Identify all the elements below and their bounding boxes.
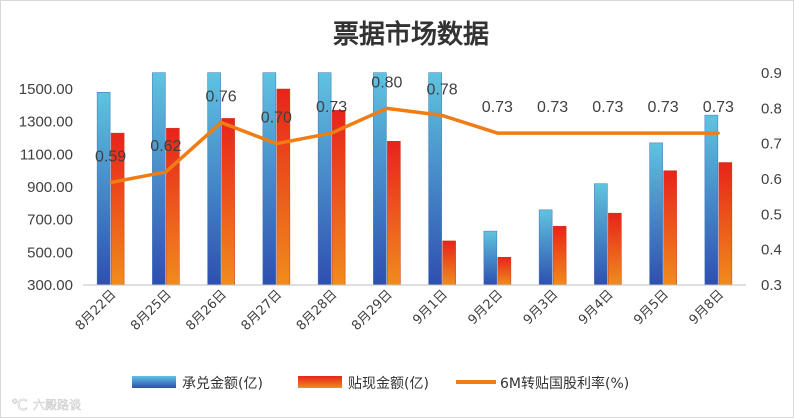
rate-point [164, 170, 168, 174]
legend-label-rate: 6M转贴国股利率(%) [500, 375, 629, 392]
x-tick-label: 8月22日 [73, 287, 120, 334]
rate-point [274, 142, 278, 146]
left-tick-label: 1100.00 [20, 146, 73, 163]
right-axis: 0.9 0.8 0.7 0.6 0.5 0.4 0.3 [761, 65, 782, 294]
rate-point [661, 131, 665, 135]
left-tick-label: 900.00 [27, 179, 73, 196]
x-tick-label: 8月26日 [183, 287, 230, 334]
left-tick-label: 300.00 [27, 277, 73, 294]
right-tick-label: 0.5 [761, 206, 782, 223]
right-tick-label: 0.9 [761, 65, 782, 82]
bar-accept [373, 72, 387, 286]
rate-point [440, 113, 444, 117]
bar-accept [538, 209, 553, 286]
watermark-text: 六殿路谈 [33, 397, 81, 412]
legend-swatch-accept [132, 376, 176, 388]
rate-data-label: 0.80 [371, 74, 402, 91]
rate-data-label: 0.73 [316, 99, 347, 116]
legend-label-accept: 承兑金额(亿) [182, 376, 263, 392]
bar-accept [262, 72, 277, 286]
rate-data-label: 0.73 [482, 99, 513, 116]
bar-series [96, 72, 733, 286]
left-tick-label: 500.00 [27, 244, 73, 261]
x-tick-label: 8月29日 [349, 287, 396, 334]
rate-point [551, 131, 555, 135]
rate-point [219, 120, 223, 124]
x-axis-ticks: 8月22日 8月25日 8月26日 8月27日 8月28日 8月29日 9月1日 9月2日 9月… [73, 287, 727, 334]
x-tick-label: 9月8日 [687, 287, 728, 328]
rate-data-label: 0.62 [150, 138, 181, 155]
bar-discount [663, 170, 677, 286]
bar-accept [428, 72, 442, 286]
rate-data-label: 0.73 [592, 99, 623, 116]
watermark: ℃ 六殿路谈 [11, 396, 82, 415]
left-axis: 1500.00 1300.00 1100.00 900.00 700.00 500.00 3… [19, 81, 73, 294]
left-tick-label: 1500.00 [19, 81, 73, 98]
x-tick-label: 9月4日 [576, 287, 617, 328]
right-tick-label: 0.6 [761, 171, 782, 188]
x-tick-label: 9月1日 [410, 287, 451, 328]
rate-line-series: 0.59 0.62 0.76 0.70 0.73 0.80 0.78 0.73 0.73 0.73… [95, 74, 734, 185]
x-tick-label: 9月2日 [466, 287, 507, 328]
rate-point [495, 131, 499, 135]
bar-accept [96, 92, 111, 286]
bar-discount [552, 225, 567, 286]
x-tick-label: 9月5日 [631, 287, 672, 328]
x-tick-label: 8月27日 [239, 287, 286, 334]
right-tick-label: 0.3 [761, 277, 782, 294]
rate-data-label: 0.70 [261, 110, 292, 127]
bar-accept [649, 142, 663, 286]
rate-data-label: 0.73 [537, 99, 568, 116]
bar-accept [483, 230, 498, 286]
x-tick-label: 9月3日 [521, 287, 562, 328]
watermark-logo-icon: ℃ [11, 396, 28, 414]
rate-point [109, 181, 113, 185]
left-tick-label: 1300.00 [19, 114, 73, 131]
legend: 承兑金额(亿) 贴现金额(亿) 6M转贴国股利率(%) [132, 375, 629, 392]
legend-label-discount: 贴现金额(亿) [348, 376, 429, 392]
legend-swatch-discount [298, 376, 342, 388]
rate-data-label: 0.59 [95, 149, 126, 166]
rate-point [330, 131, 334, 135]
bar-discount [497, 256, 512, 286]
bar-discount [608, 212, 622, 286]
rate-data-label: 0.73 [703, 99, 734, 116]
bar-accept [152, 72, 166, 286]
chart-title: 票据市场数据 [333, 19, 489, 50]
bar-discount [331, 109, 346, 286]
bar-accept [704, 114, 719, 286]
bar-accept [594, 183, 608, 286]
left-tick-label: 700.00 [27, 212, 73, 229]
right-tick-label: 0.7 [761, 136, 782, 153]
bar-discount [718, 162, 733, 286]
right-tick-label: 0.8 [761, 100, 782, 117]
rate-line [110, 106, 719, 185]
bar-discount [387, 141, 401, 286]
bar-discount [442, 240, 456, 286]
rate-point [606, 131, 610, 135]
rate-data-label: 0.78 [427, 81, 458, 98]
right-tick-label: 0.4 [761, 242, 782, 259]
rate-data-label: 0.76 [206, 88, 237, 105]
rate-data-label: 0.73 [648, 99, 679, 116]
rate-point [385, 106, 389, 110]
bar-discount [221, 118, 235, 286]
x-tick-label: 8月28日 [294, 287, 341, 334]
x-tick-label: 8月25日 [128, 287, 175, 334]
rate-point [716, 131, 720, 135]
